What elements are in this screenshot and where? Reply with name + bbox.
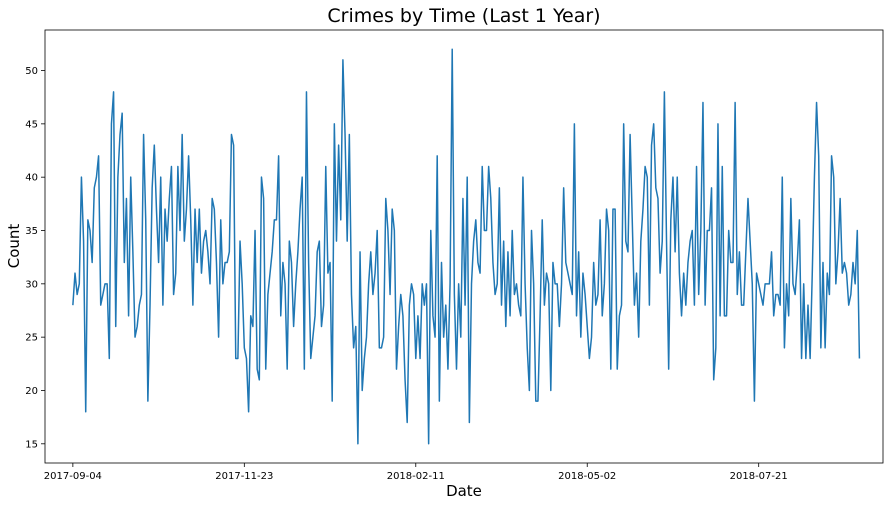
y-tick-label: 35 bbox=[25, 226, 38, 237]
y-axis-label: Count bbox=[5, 224, 23, 269]
y-axis: 15 20 25 30 35 40 45 50 bbox=[25, 66, 45, 450]
x-tick-label: 2018-07-21 bbox=[730, 471, 788, 482]
y-tick-label: 40 bbox=[25, 173, 38, 184]
x-axis-label: Date bbox=[446, 482, 482, 500]
y-tick-label: 45 bbox=[25, 119, 38, 130]
plot-frame bbox=[44, 29, 884, 464]
y-tick-label: 15 bbox=[25, 439, 38, 450]
y-tick-label: 50 bbox=[25, 66, 38, 77]
x-tick-label: 2018-05-02 bbox=[558, 471, 616, 482]
x-axis: 2017-09-04 2017-11-23 2018-02-11 2018-05-02… bbox=[44, 463, 788, 482]
x-tick-label: 2018-02-11 bbox=[387, 471, 445, 482]
chart-title: Crimes by Time (Last 1 Year) bbox=[327, 5, 600, 27]
y-tick-label: 30 bbox=[25, 279, 38, 290]
y-tick-label: 20 bbox=[25, 386, 38, 397]
y-tick-label: 25 bbox=[25, 333, 38, 344]
x-tick-label: 2017-11-23 bbox=[215, 471, 273, 482]
x-tick-label: 2017-09-04 bbox=[44, 471, 102, 482]
plot-area bbox=[44, 29, 884, 464]
series-line bbox=[72, 48, 861, 445]
